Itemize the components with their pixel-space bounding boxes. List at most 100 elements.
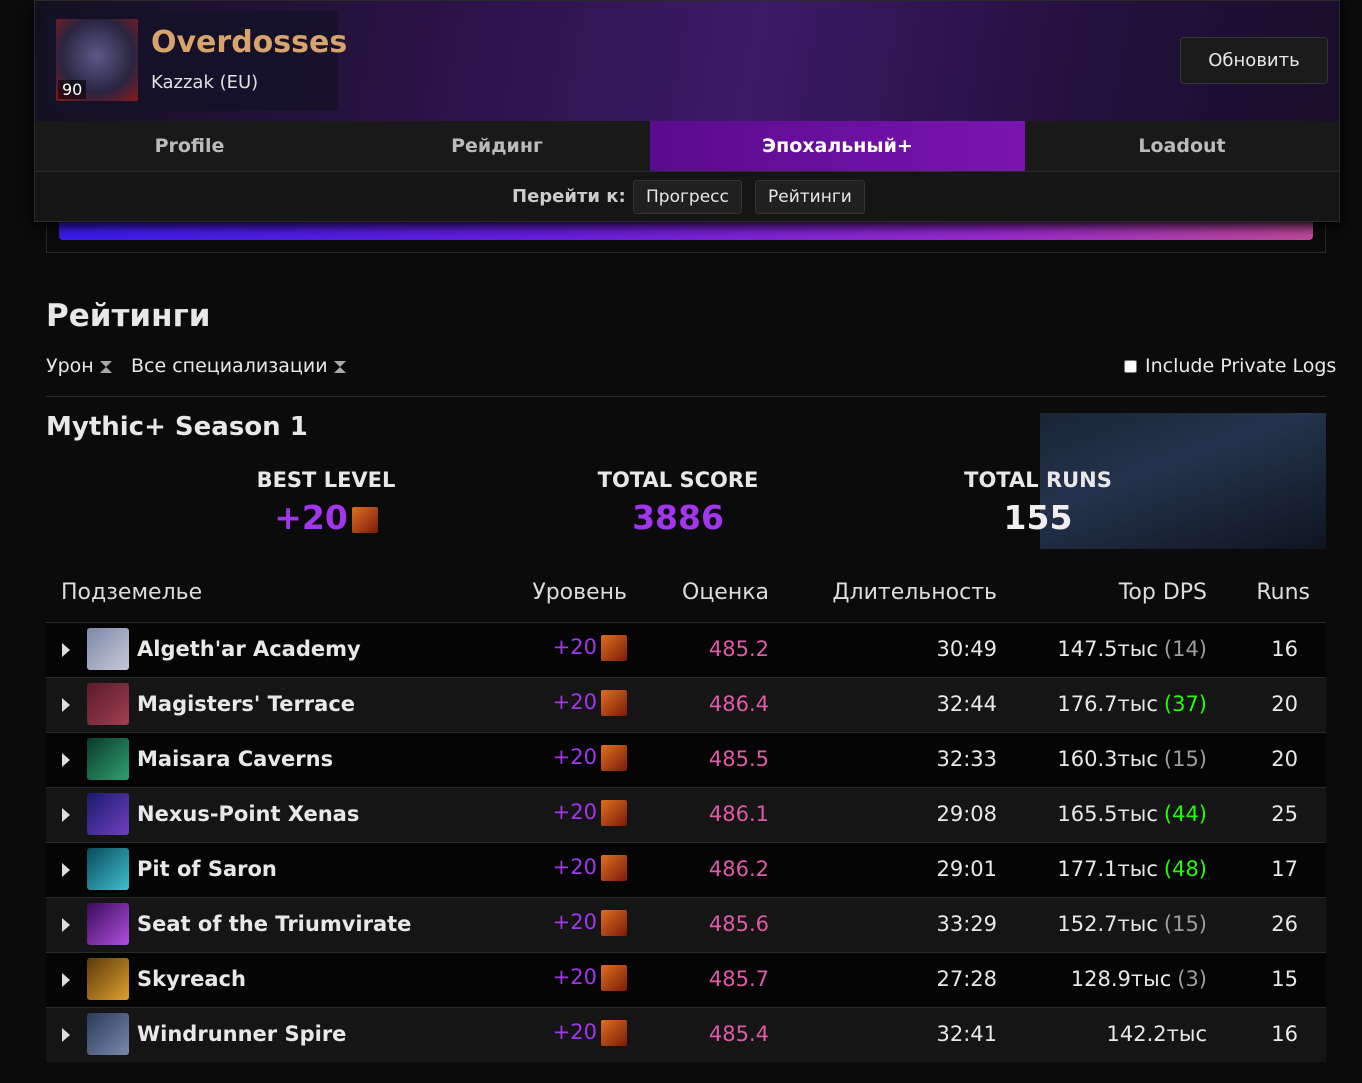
top-dps: 176.7тыс (1057, 692, 1158, 716)
rank: (3) (1177, 967, 1207, 991)
level: +20 (552, 1020, 597, 1044)
duration: 27:28 (936, 967, 997, 991)
column-header[interactable]: Оценка (682, 580, 769, 605)
expand-toggle[interactable] (62, 1028, 70, 1042)
column-header[interactable]: Длительность (832, 580, 997, 605)
dungeon-name[interactable]: Magisters' Terrace (137, 692, 356, 716)
dungeon-icon (87, 628, 129, 670)
duration: 32:41 (936, 1022, 997, 1046)
avatar: 90 (56, 19, 138, 101)
dungeon-row[interactable]: Maisara Caverns +20 485.5 32:33 160.3тыс (15)… (46, 732, 1326, 787)
dungeon-icon (87, 848, 129, 890)
duration: 29:01 (936, 857, 997, 881)
character-name[interactable]: Overdosses (151, 25, 348, 60)
rank: (44) (1163, 802, 1207, 826)
top-dps-cell: 152.7тыс (15) (1057, 912, 1207, 936)
top-dps: 177.1тыс (1057, 857, 1158, 881)
rank: (15) (1163, 747, 1207, 771)
checkbox[interactable] (1124, 360, 1137, 373)
keystone-icon (601, 965, 627, 991)
checkbox-label[interactable]: Include Private Logs (1145, 355, 1337, 377)
top-dps: 128.9тыс (1070, 967, 1172, 991)
dungeon-name[interactable]: Skyreach (137, 967, 246, 991)
stat-value: +20 (176, 498, 476, 537)
character-realm: Kazzak (EU) (151, 72, 259, 93)
dungeon-row[interactable]: Skyreach +20 485.7 27:28 128.9тыс (3) 15 (46, 952, 1326, 1007)
runs: 26 (1271, 912, 1298, 936)
filter[interactable]: Урон (46, 355, 112, 377)
filter-label[interactable]: Урон (46, 355, 94, 377)
dungeon-row[interactable]: Pit of Saron +20 486.2 29:01 177.1тыс (48) 17 (46, 842, 1326, 897)
stat-value: 3886 (528, 498, 828, 537)
level-cell: +20 (553, 800, 627, 826)
jump-link[interactable]: Прогресс (633, 180, 742, 214)
level: +20 (552, 910, 597, 934)
dungeon-icon (87, 1013, 129, 1055)
runs: 16 (1271, 1022, 1298, 1046)
jump-link[interactable]: Рейтинги (755, 180, 865, 214)
top-dps-cell: 142.2тыс (1107, 1022, 1207, 1046)
score: 486.1 (708, 802, 769, 826)
dungeon-name[interactable]: Algeth'ar Academy (137, 637, 361, 661)
dungeon-icon (87, 903, 129, 945)
level-cell: +20 (553, 965, 627, 991)
keystone-icon (601, 635, 627, 661)
duration: 32:44 (936, 692, 997, 716)
tab[interactable]: Loadout (1025, 121, 1339, 171)
dungeon-name[interactable]: Maisara Caverns (137, 747, 334, 771)
top-dps: 165.5тыс (1057, 802, 1158, 826)
dungeon-name[interactable]: Seat of the Triumvirate (137, 912, 412, 936)
column-header: Подземелье (61, 580, 203, 605)
dungeon-icon (87, 958, 129, 1000)
dungeon-row[interactable]: Seat of the Triumvirate +20 485.6 33:29 152.… (46, 897, 1326, 952)
refresh-button[interactable]: Обновить (1180, 37, 1328, 84)
tab[interactable]: Profile (35, 121, 344, 171)
stat-label: TOTAL RUNS (964, 468, 1112, 492)
expand-toggle[interactable] (62, 918, 70, 932)
top-dps-cell: 128.9тыс (3) (1071, 967, 1207, 991)
level: +20 (552, 690, 597, 714)
dungeon-row[interactable]: Windrunner Spire +20 485.4 32:41 142.2тыс 16 (46, 1007, 1326, 1062)
tab[interactable]: Рейдинг (344, 121, 650, 171)
dungeon-name[interactable]: Pit of Saron (137, 857, 277, 881)
dungeon-icon (87, 738, 129, 780)
tab-active[interactable]: Эпохальный+ (650, 121, 1025, 171)
dungeon-name[interactable]: Windrunner Spire (137, 1022, 347, 1046)
dungeon-row[interactable]: Nexus-Point Xenas +20 486.1 29:08 165.5тыс (4… (46, 787, 1326, 842)
column-header[interactable]: Уровень (532, 580, 627, 605)
dungeon-row[interactable]: Magisters' Terrace +20 486.4 32:44 176.7тыс(… (46, 677, 1326, 732)
season-image (1040, 413, 1326, 549)
filter-label[interactable]: Все специализации (131, 355, 328, 377)
column-header[interactable]: Runs (1256, 580, 1310, 605)
season-title: Mythic+ Season 1 (46, 412, 308, 442)
score: 485.5 (708, 747, 769, 771)
expand-toggle[interactable] (62, 863, 70, 877)
top-dps: 160.3тыс (1057, 747, 1158, 771)
runs: 17 (1271, 857, 1298, 881)
keystone-icon (601, 800, 627, 826)
score: 486.4 (708, 692, 769, 716)
expand-toggle[interactable] (62, 698, 70, 712)
level: +20 (552, 635, 597, 659)
level-cell: +20 (553, 745, 627, 771)
dungeon-row[interactable]: Algeth'ar Academy +20 485.2 30:49 147.5тыс (1… (46, 622, 1326, 677)
expand-toggle[interactable] (62, 753, 70, 767)
stat-label: BEST LEVEL (256, 468, 396, 492)
runs: 20 (1271, 692, 1298, 716)
filter[interactable]: Все специализации (131, 355, 346, 377)
header-box: 90 Overdosses Kazzak (EU) Обновить Profi… (34, 0, 1340, 222)
expand-toggle[interactable] (62, 808, 70, 822)
duration: 33:29 (936, 912, 997, 936)
rankings-title: Рейтинги (46, 298, 211, 334)
keystone-icon (601, 855, 627, 881)
level-cell: +20 (553, 1020, 627, 1046)
expand-toggle[interactable] (62, 643, 70, 657)
expand-toggle[interactable] (62, 973, 70, 987)
dungeon-name[interactable]: Nexus-Point Xenas (137, 802, 360, 826)
private-logs[interactable]: Include Private Logs (1124, 355, 1336, 377)
top-dps: 147.5тыс (1057, 637, 1158, 661)
level-cell: +20 (553, 690, 627, 716)
level: +20 (552, 965, 597, 989)
column-header[interactable]: Top DPS (1118, 580, 1207, 605)
